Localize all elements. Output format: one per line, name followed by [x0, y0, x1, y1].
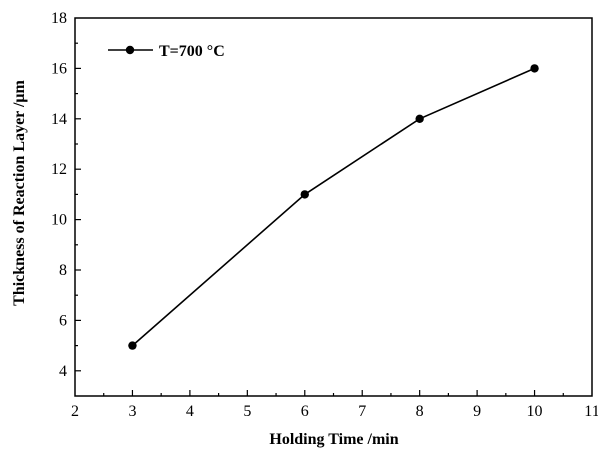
x-axis-title: Holding Time /min	[269, 431, 398, 448]
x-tick-label: 10	[527, 403, 543, 420]
y-tick-label: 12	[51, 161, 67, 178]
y-tick-label: 10	[51, 212, 67, 229]
x-tick-label: 6	[301, 403, 309, 420]
y-tick-label: 8	[59, 262, 67, 279]
x-tick-label: 2	[71, 403, 79, 420]
x-tick-label: 7	[358, 403, 366, 420]
data-point	[300, 190, 309, 199]
y-axis-title: Thickness of Reaction Layer /μm	[11, 80, 28, 306]
data-point	[415, 114, 424, 124]
y-tick-label: 14	[51, 111, 67, 128]
series-line	[131, 67, 535, 347]
legend-label: T=700 °C	[159, 43, 225, 60]
plot-frame	[74, 17, 593, 397]
y-tick-label: 16	[51, 60, 67, 77]
x-tick-label: 4	[186, 403, 194, 420]
x-tick-label: 5	[243, 403, 251, 420]
x-tick-label: 9	[473, 403, 481, 420]
y-tick-label: 18	[51, 10, 67, 27]
y-tick-label: 4	[59, 363, 67, 380]
x-tick-label: 8	[416, 403, 424, 420]
x-tick-label: 3	[128, 403, 136, 420]
legend-marker	[125, 45, 135, 55]
x-tick-label: 11	[584, 403, 598, 420]
y-tick-label: 6	[59, 312, 67, 329]
data-point	[530, 64, 539, 73]
data-point	[128, 341, 137, 350]
